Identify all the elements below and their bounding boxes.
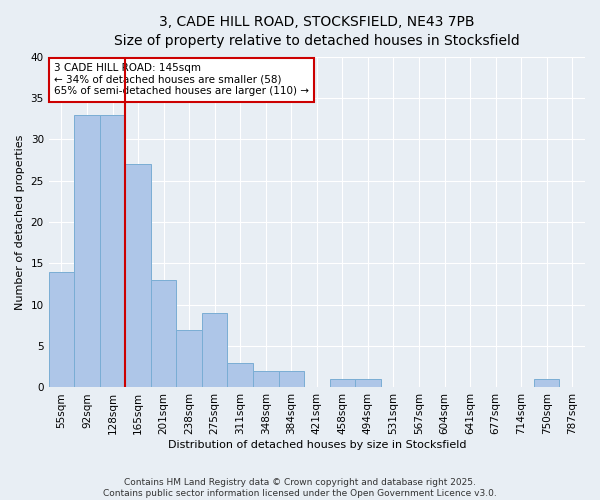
Bar <box>151 280 176 388</box>
Bar <box>125 164 151 388</box>
Bar <box>176 330 202 388</box>
X-axis label: Distribution of detached houses by size in Stocksfield: Distribution of detached houses by size … <box>167 440 466 450</box>
Bar <box>227 362 253 388</box>
Y-axis label: Number of detached properties: Number of detached properties <box>15 134 25 310</box>
Bar <box>278 371 304 388</box>
Bar <box>253 371 278 388</box>
Bar <box>355 379 380 388</box>
Bar <box>49 272 74 388</box>
Bar <box>534 379 559 388</box>
Bar <box>100 114 125 388</box>
Bar <box>202 313 227 388</box>
Bar <box>74 114 100 388</box>
Bar <box>329 379 355 388</box>
Text: Contains HM Land Registry data © Crown copyright and database right 2025.
Contai: Contains HM Land Registry data © Crown c… <box>103 478 497 498</box>
Title: 3, CADE HILL ROAD, STOCKSFIELD, NE43 7PB
Size of property relative to detached h: 3, CADE HILL ROAD, STOCKSFIELD, NE43 7PB… <box>114 15 520 48</box>
Text: 3 CADE HILL ROAD: 145sqm
← 34% of detached houses are smaller (58)
65% of semi-d: 3 CADE HILL ROAD: 145sqm ← 34% of detach… <box>54 63 309 96</box>
